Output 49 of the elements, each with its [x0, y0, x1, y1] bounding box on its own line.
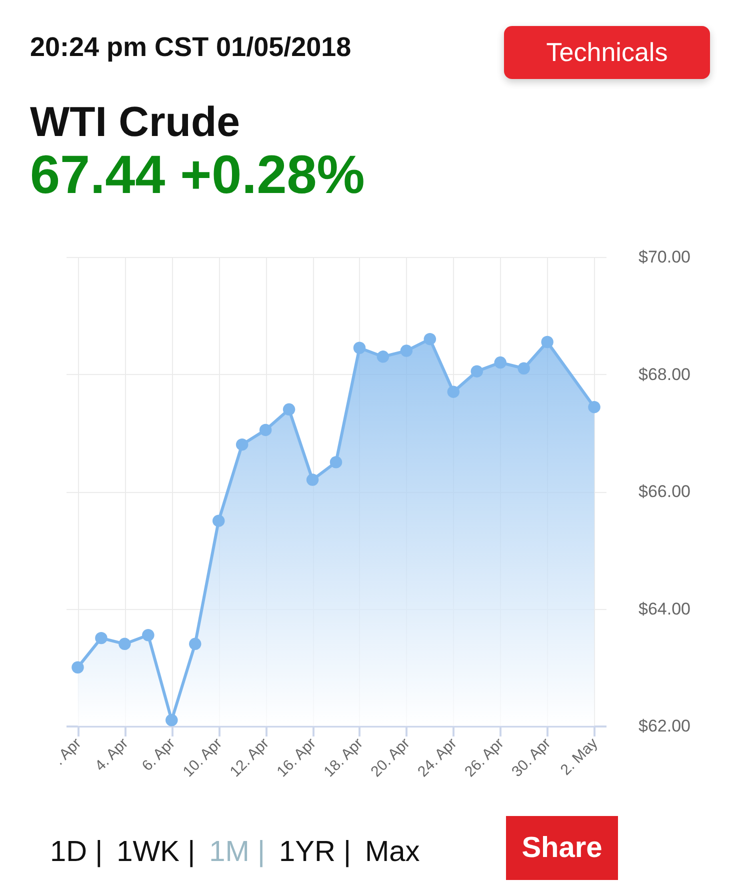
- point: [282, 403, 296, 416]
- chart-title: WTI Crude: [30, 98, 240, 146]
- x-tick-label: 26. Apr: [462, 734, 508, 780]
- text: 1WK |: [116, 836, 196, 868]
- text: 1D |: [50, 836, 103, 868]
- y-tick-label: $64.00: [638, 599, 690, 618]
- point: [400, 344, 413, 357]
- point: [330, 456, 342, 468]
- x-tick-label: 10. Apr: [180, 734, 226, 780]
- text: Max: [365, 836, 420, 868]
- point: [588, 400, 600, 414]
- x-tick-label: 20. Apr: [368, 734, 414, 780]
- y-tick-label: $66.00: [638, 482, 690, 501]
- point: [518, 362, 530, 374]
- point: [95, 632, 108, 644]
- point: [447, 386, 460, 398]
- x-tick-label: . Apr: [50, 734, 85, 769]
- x-tick-label: 18. Apr: [320, 734, 366, 780]
- y-tick-label: $62.00: [638, 716, 690, 736]
- point: [72, 661, 84, 674]
- point: [494, 356, 506, 369]
- point: [189, 638, 202, 650]
- text: 20:24 pm CST 01/05/2018: [30, 32, 352, 63]
- point: [259, 424, 272, 436]
- y-tick-label: $68.00: [638, 364, 690, 384]
- x-tick-label: 6. Apr: [138, 734, 179, 775]
- point: [541, 336, 554, 348]
- point: [236, 438, 248, 451]
- x-tick-label: 24. Apr: [414, 734, 460, 780]
- technicals-button: Technicals: [504, 26, 710, 79]
- y-tick-label: $70.00: [638, 248, 690, 266]
- x-tick-label: 4. Apr: [92, 734, 132, 775]
- point: [470, 365, 483, 378]
- point: [212, 514, 225, 527]
- x-tick-label: 2. May: [557, 734, 602, 779]
- x-tick-label: 16. Apr: [274, 734, 320, 780]
- x-tick-label: 30. Apr: [508, 734, 554, 780]
- point: [353, 342, 366, 354]
- text: 1M |: [209, 836, 265, 868]
- text: 1YR |: [279, 836, 352, 868]
- point: [424, 332, 436, 346]
- x-tick-label: 12. Apr: [226, 734, 272, 780]
- point: [306, 474, 319, 486]
- point: [142, 629, 154, 642]
- point: [376, 350, 390, 363]
- point: [166, 714, 178, 726]
- point: [118, 638, 131, 650]
- chart-subtitle: 67.44 +0.28%: [30, 144, 365, 206]
- share-button: Share: [506, 816, 618, 880]
